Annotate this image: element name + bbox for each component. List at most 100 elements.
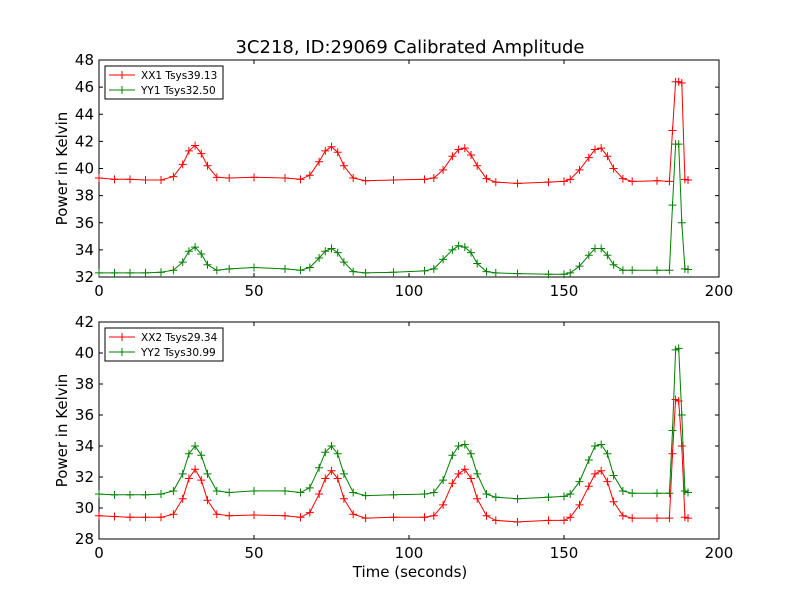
- data-point: [420, 490, 429, 499]
- data-point: [653, 266, 661, 275]
- bottom-panel: 0 50 100 150 200 28 30 32 34 36 38 40 42 Power in Kel…: [53, 313, 733, 562]
- series-green: [95, 344, 692, 503]
- legend-label: YY1 Tsys32.50: [140, 85, 216, 97]
- legend-marker: [118, 333, 126, 341]
- data-point: [668, 426, 677, 435]
- data-point: [460, 243, 469, 252]
- data-point: [482, 174, 491, 183]
- data-point: [467, 248, 475, 257]
- data-point: [609, 497, 618, 506]
- y-tick-label: 44: [75, 105, 94, 123]
- data-point: [315, 157, 324, 166]
- data-point: [327, 442, 336, 450]
- data-point: [191, 141, 200, 150]
- data-point: [169, 172, 178, 181]
- data-point: [454, 442, 463, 450]
- y-tick-label: 40: [75, 344, 94, 362]
- data-point: [628, 489, 637, 498]
- data-point: [349, 488, 358, 497]
- data-point: [439, 500, 448, 509]
- data-point: [544, 270, 553, 279]
- data-point: [389, 490, 398, 499]
- data-point: [225, 264, 234, 273]
- y-tick-label: 42: [75, 132, 94, 150]
- data-point: [454, 145, 463, 154]
- data-point: [560, 516, 568, 525]
- data-point: [575, 477, 584, 486]
- y-tick-label: 36: [75, 214, 94, 232]
- data-point: [566, 268, 575, 277]
- data-point: [333, 449, 342, 458]
- data-point: [178, 494, 187, 503]
- data-point: [110, 512, 119, 521]
- data-point: [566, 490, 575, 499]
- data-point: [491, 178, 500, 187]
- data-point: [157, 513, 165, 522]
- data-point: [429, 488, 438, 497]
- data-point: [281, 486, 289, 495]
- data-point: [420, 175, 429, 184]
- legend-marker: [118, 71, 126, 79]
- data-point: [603, 251, 612, 260]
- data-point: [339, 469, 348, 478]
- data-point: [584, 153, 593, 162]
- data-point: [618, 174, 627, 183]
- data-point: [250, 510, 258, 519]
- data-point: [609, 164, 618, 173]
- data-point: [250, 173, 258, 182]
- data-point: [95, 490, 103, 499]
- y-tick-label: 40: [75, 160, 94, 178]
- data-point: [191, 465, 200, 474]
- data-point: [513, 494, 522, 503]
- data-point: [584, 251, 593, 260]
- legend-label: XX2 Tsys29.34: [141, 332, 218, 344]
- data-point: [566, 513, 575, 522]
- data-point: [628, 266, 637, 275]
- data-point: [315, 463, 324, 472]
- data-point: [618, 511, 627, 520]
- data-point: [473, 469, 482, 478]
- data-point: [677, 411, 686, 419]
- y-tick-label: 38: [75, 187, 94, 205]
- data-point: [513, 517, 522, 526]
- data-point: [584, 482, 593, 491]
- y-tick-label: 36: [75, 406, 94, 424]
- data-point: [305, 508, 314, 517]
- data-point: [339, 161, 348, 170]
- data-point: [448, 479, 457, 488]
- data-point: [212, 266, 221, 275]
- data-point: [321, 247, 330, 256]
- data-point: [460, 144, 469, 153]
- data-point: [482, 267, 491, 276]
- data-point: [191, 442, 200, 450]
- legend: XX1 Tsys39.13 YY1 Tsys32.50: [104, 65, 224, 100]
- data-point: [609, 471, 618, 480]
- data-point: [184, 474, 193, 483]
- data-point: [110, 175, 119, 184]
- data-point: [597, 440, 606, 449]
- y-tick-label: 48: [75, 51, 94, 69]
- data-point: [591, 469, 599, 478]
- data-point: [95, 511, 103, 520]
- y-tick-label: 32: [75, 268, 94, 286]
- data-point: [110, 490, 119, 499]
- data-point: [178, 258, 187, 267]
- data-point: [513, 179, 522, 188]
- data-point: [668, 126, 677, 135]
- data-point: [281, 264, 289, 273]
- data-point: [361, 491, 370, 500]
- data-point: [439, 255, 448, 264]
- data-point: [597, 244, 606, 253]
- y-tick-label: 38: [75, 375, 94, 393]
- y-tick-label: 34: [75, 437, 94, 455]
- data-point: [473, 494, 482, 503]
- data-point: [584, 455, 593, 464]
- data-point: [460, 465, 469, 474]
- data-point: [281, 511, 289, 520]
- legend-marker: [118, 348, 126, 356]
- data-point: [212, 510, 221, 519]
- data-point: [684, 265, 692, 274]
- data-point: [439, 165, 448, 174]
- data-point: [544, 178, 553, 187]
